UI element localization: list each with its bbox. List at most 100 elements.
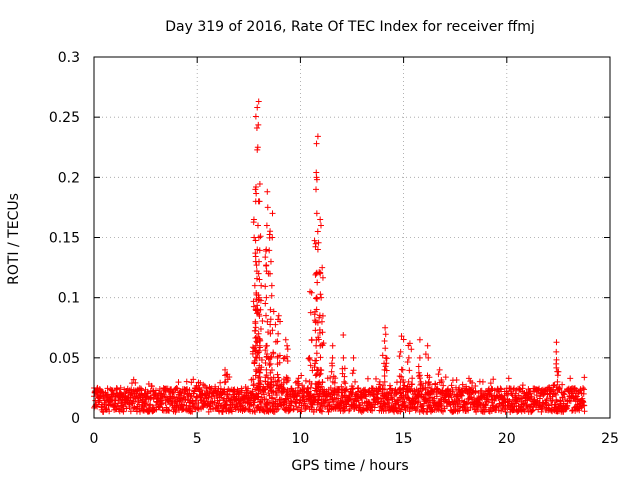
data-point [409, 381, 416, 388]
data-point [554, 372, 561, 379]
data-point [280, 355, 287, 362]
data-point [275, 374, 282, 381]
data-point [528, 393, 535, 400]
data-point [315, 239, 322, 246]
data-point [319, 379, 326, 386]
x-axis-label: GPS time / hours [291, 458, 408, 474]
data-point [255, 330, 262, 337]
data-point [293, 396, 300, 403]
data-point [313, 176, 320, 183]
data-point [341, 365, 348, 372]
data-point [169, 390, 176, 397]
data-point [382, 363, 389, 370]
data-point [491, 397, 498, 404]
data-point [425, 379, 432, 386]
data-point [405, 354, 412, 361]
data-point [317, 291, 324, 298]
data-point [317, 222, 324, 229]
data-point [161, 391, 168, 398]
data-point [316, 314, 323, 321]
data-point [182, 406, 189, 413]
data-point [263, 222, 270, 229]
data-point [418, 380, 425, 387]
data-point [579, 398, 586, 405]
data-point [498, 408, 505, 415]
data-point [269, 395, 276, 402]
data-point [315, 367, 322, 374]
data-point [473, 408, 480, 415]
data-point [253, 354, 260, 361]
data-point [180, 405, 187, 412]
data-point [381, 373, 388, 380]
chart-title: Day 319 of 2016, Rate Of TEC Index for r… [165, 19, 535, 35]
data-point [255, 234, 262, 241]
data-point [318, 383, 325, 390]
data-point [319, 312, 326, 319]
data-point [363, 393, 370, 400]
data-point [354, 385, 361, 392]
y-axis-ticks: 0 0.05 0.1 0.15 0.2 0.25 0.3 [49, 50, 610, 427]
data-point [263, 354, 270, 361]
data-point [251, 327, 258, 334]
data-point [284, 342, 291, 349]
data-point [292, 379, 299, 386]
data-point [426, 391, 433, 398]
data-point [342, 380, 349, 387]
x-tick-label: 20 [498, 431, 516, 447]
data-point [281, 386, 288, 393]
data-point [398, 366, 405, 373]
data-point [481, 392, 488, 399]
data-point [267, 379, 274, 386]
data-point [315, 336, 322, 343]
data-point [328, 406, 335, 413]
data-point [352, 378, 359, 385]
data-point [220, 389, 227, 396]
data-point [275, 312, 282, 319]
data-point [264, 350, 271, 357]
data-point [485, 398, 492, 405]
data-point [256, 181, 263, 188]
data-point [262, 248, 269, 255]
data-point [434, 385, 441, 392]
data-point [306, 356, 313, 363]
data-point [264, 188, 271, 195]
data-point [338, 383, 345, 390]
data-point [415, 363, 422, 370]
data-point [382, 345, 389, 352]
data-point [282, 336, 289, 343]
data-point [405, 342, 412, 349]
data-point [114, 385, 121, 392]
data-point [521, 408, 528, 415]
data-point [267, 258, 274, 265]
data-point [269, 327, 276, 334]
data-point [189, 408, 196, 415]
data-point [174, 385, 181, 392]
data-point [459, 381, 466, 388]
data-point [267, 360, 274, 367]
data-point [252, 253, 259, 260]
data-point [442, 374, 449, 381]
data-point [314, 133, 321, 140]
data-point [224, 390, 231, 397]
plot-frame [93, 56, 611, 419]
data-point [259, 317, 266, 324]
data-point [314, 228, 321, 235]
data-point [152, 387, 159, 394]
data-point [257, 297, 264, 304]
data-point [273, 391, 280, 398]
data-point [234, 386, 241, 393]
data-point [254, 367, 261, 374]
data-point [117, 384, 124, 391]
data-point [295, 375, 302, 382]
data-point [312, 319, 319, 326]
data-point [286, 407, 293, 414]
data-point [453, 377, 460, 384]
data-point [404, 358, 411, 365]
data-point [264, 374, 271, 381]
data-point [497, 385, 504, 392]
data-point [490, 376, 497, 383]
data-point [322, 397, 329, 404]
data-point [266, 247, 273, 254]
data-point [283, 377, 290, 384]
